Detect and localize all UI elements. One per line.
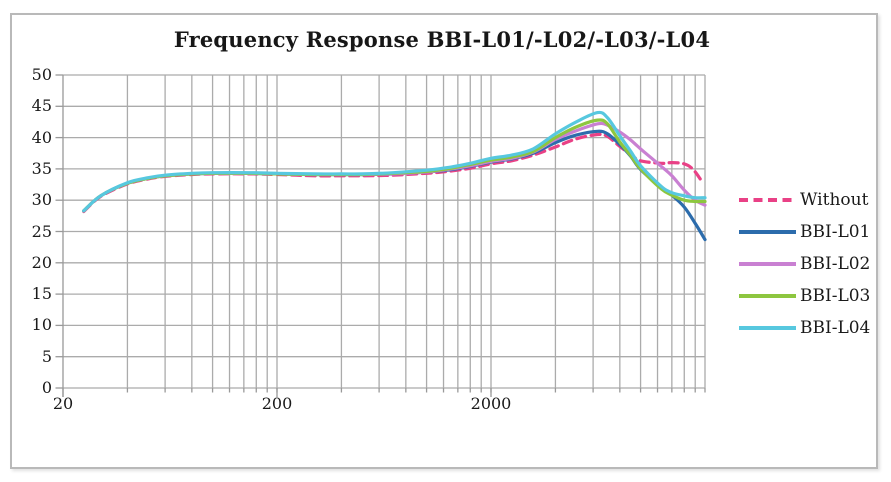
x-tick-label: 2000 (470, 394, 512, 413)
y-tick-label: 40 (31, 128, 52, 147)
legend-item-bbi-l01: BBI-L01 (739, 222, 870, 242)
bbi-l01-line-swatch-icon (739, 230, 796, 234)
without-line-swatch-icon (739, 198, 796, 202)
y-tick-label: 0 (41, 378, 52, 397)
series-line-bbi-l04 (82, 110, 707, 213)
y-tick-label: 25 (31, 222, 52, 241)
legend-label: Without (800, 190, 869, 210)
legend-label: BBI-L01 (800, 222, 871, 242)
legend-item-bbi-l04: BBI-L04 (739, 318, 870, 338)
legend-label: BBI-L03 (800, 286, 871, 306)
legend-item-bbi-l03: BBI-L03 (739, 286, 870, 306)
legend-label: BBI-L02 (800, 254, 871, 274)
x-tick-label: 200 (261, 394, 293, 413)
series-line-bbi-l03 (82, 118, 707, 213)
bbi-l03-line-swatch-icon (739, 294, 796, 298)
y-tick-label: 5 (41, 347, 52, 366)
legend: Without BBI-L01 BBI-L02 BBI-L03 BBI-L04 (739, 190, 870, 338)
axis-ticks (55, 74, 706, 397)
legend-item-bbi-l02: BBI-L02 (739, 254, 870, 274)
y-tick-label: 15 (31, 284, 52, 303)
series-line-bbi-l01 (82, 129, 707, 242)
y-tick-label: 20 (31, 253, 52, 272)
y-tick-label: 10 (31, 315, 52, 334)
y-tick-label: 35 (31, 159, 52, 178)
gridlines (63, 74, 706, 389)
y-tick-label: 30 (31, 190, 52, 209)
legend-item-without: Without (739, 190, 870, 210)
chart-title: Frequency Response BBI-L01/-L02/-L03/-L0… (173, 27, 711, 52)
bbi-l02-line-swatch-icon (739, 262, 796, 266)
x-tick-label: 20 (52, 394, 74, 413)
bbi-l04-line-swatch-icon (739, 326, 796, 330)
legend-label: BBI-L04 (800, 318, 871, 338)
y-tick-label: 50 (31, 65, 52, 84)
y-tick-label: 45 (31, 96, 52, 115)
